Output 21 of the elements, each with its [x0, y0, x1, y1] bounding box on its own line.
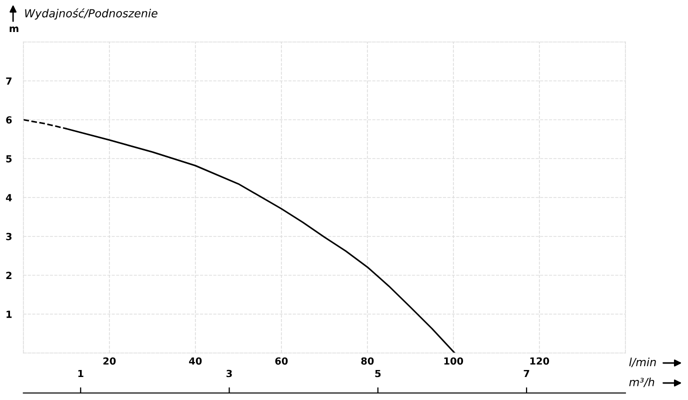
y-tick-label: 3 — [6, 232, 12, 240]
x-tick-label: 120 — [530, 357, 550, 365]
chart-title: Wydajność/Podnoszenie — [25, 8, 158, 20]
x2-axis-title: m³/h — [629, 378, 654, 388]
y-tick-label: 7 — [6, 77, 12, 85]
y-axis-title: m — [10, 26, 18, 32]
x-tick-label: 80 — [361, 357, 374, 365]
x2-tick-label: 1 — [78, 370, 84, 378]
y-tick-label: 4 — [6, 194, 12, 202]
x2-tick-label: 7 — [524, 370, 530, 378]
x-axis-title: l/min — [629, 358, 656, 368]
y-tick-label: 6 — [6, 116, 12, 124]
x2-tick-label: 3 — [226, 370, 232, 378]
y-tick-label: 1 — [6, 310, 12, 318]
x-tick-label: 40 — [189, 357, 202, 365]
x-tick-label: 60 — [275, 357, 288, 365]
y-tick-label: 5 — [6, 155, 12, 162]
x-tick-label: 20 — [103, 357, 116, 365]
x2-tick-label: 5 — [375, 370, 381, 378]
y-tick-label: 2 — [6, 272, 12, 279]
x-tick-label: 100 — [444, 357, 464, 365]
